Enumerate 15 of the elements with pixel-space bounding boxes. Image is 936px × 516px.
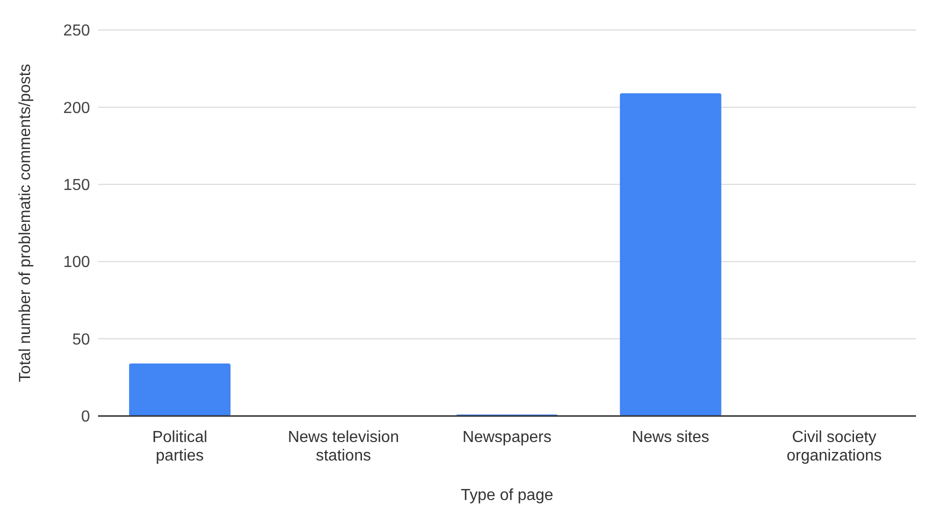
x-tick-label: Newspapers [462,429,552,446]
y-tick-label: 50 [72,331,90,348]
y-tick-label: 100 [63,254,90,272]
x-tick-label: News television stations [288,429,399,464]
x-tick-label: News sites [632,429,710,446]
y-tick-label: 200 [63,100,90,117]
y-axis-title: Total number of problematic comments/posts [17,64,34,382]
y-tick-label: 250 [63,22,90,40]
x-tick-label: Political parties [152,429,208,464]
x-tick-label: Civil society organizations [786,429,882,464]
bar [620,93,722,416]
bar [129,364,231,416]
y-tick-label: 150 [63,177,90,194]
x-axis-title: Type of page [460,487,554,504]
y-tick-label: 0 [81,408,90,426]
